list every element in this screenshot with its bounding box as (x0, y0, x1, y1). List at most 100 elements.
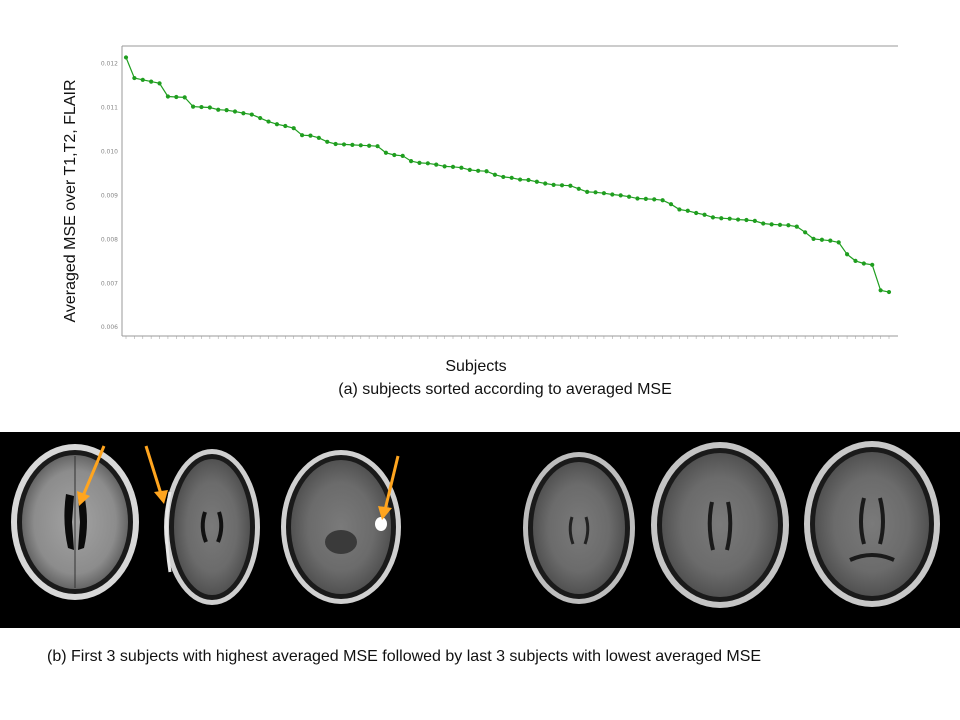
data-point (727, 216, 732, 221)
data-point (761, 221, 766, 226)
data-point (299, 133, 305, 138)
data-point (660, 198, 665, 203)
data-point (853, 258, 858, 263)
data-point (492, 172, 498, 177)
data-point (241, 111, 246, 116)
data-point (878, 288, 883, 293)
data-point (861, 261, 866, 266)
data-point (568, 183, 573, 188)
data-point (844, 252, 850, 257)
y-tick-labels: 0.006 0.007 0.008 0.009 0.010 0.011 0.012 (101, 61, 118, 332)
data-point (224, 108, 229, 113)
data-point (450, 164, 456, 169)
data-point (828, 238, 833, 243)
data-points (123, 55, 892, 295)
data-point (526, 177, 531, 183)
data-point (702, 212, 707, 217)
data-point (467, 167, 472, 173)
data-point (710, 215, 716, 220)
data-point (517, 177, 523, 182)
data-point (501, 174, 506, 180)
data-point (484, 169, 489, 174)
data-point (811, 236, 816, 241)
data-point (794, 224, 799, 229)
data-point (668, 202, 674, 207)
data-point (836, 240, 841, 245)
data-point (626, 194, 632, 199)
mse-chart: 0.006 0.007 0.008 0.009 0.010 0.011 0.012 Subj… (62, 45, 898, 375)
data-point (786, 223, 791, 228)
data-point (777, 222, 783, 227)
y-tick-label: 0.012 (101, 61, 118, 68)
data-point (610, 192, 615, 197)
data-point (367, 143, 372, 148)
data-point (635, 196, 640, 201)
data-point (182, 95, 187, 100)
y-tick-label: 0.006 (101, 324, 118, 331)
data-point (132, 75, 137, 81)
data-point (752, 218, 757, 223)
data-point (618, 193, 623, 198)
data-point (157, 81, 162, 86)
data-point (769, 222, 774, 227)
x-axis-title: Subjects (445, 358, 506, 375)
data-point (559, 183, 565, 188)
data-point (325, 139, 330, 144)
data-point (316, 135, 321, 140)
data-point (417, 160, 422, 165)
data-point (375, 144, 380, 149)
arrow-icon (77, 445, 106, 506)
data-point (543, 181, 548, 186)
data-point (149, 79, 154, 84)
caption-b: (b) First 3 subjects with highest averag… (47, 648, 762, 665)
data-point (585, 189, 590, 194)
data-point (459, 165, 464, 170)
data-point (652, 197, 657, 202)
data-point (341, 142, 347, 147)
scan-high-3 (281, 450, 401, 604)
data-point (308, 133, 313, 138)
data-point (207, 105, 212, 110)
data-point (685, 208, 690, 213)
scan-low-2 (651, 442, 789, 608)
data-point (408, 159, 414, 164)
y-tick-label: 0.007 (101, 280, 118, 287)
data-point (333, 141, 338, 147)
data-point (258, 115, 263, 121)
data-point (593, 190, 598, 195)
data-point (383, 150, 389, 155)
data-point (400, 153, 405, 158)
data-point (199, 104, 204, 110)
data-point (601, 191, 607, 196)
scan-low-1 (523, 452, 635, 604)
scan-high-1 (11, 444, 139, 600)
data-point (803, 230, 808, 235)
data-point (174, 94, 179, 100)
data-point (358, 143, 363, 148)
data-point (216, 107, 221, 112)
data-point (819, 237, 825, 242)
y-tick-label: 0.010 (101, 148, 118, 155)
data-point (551, 182, 556, 187)
data-point (123, 55, 129, 60)
data-point (442, 164, 447, 169)
data-point (870, 262, 875, 267)
scan-high-2 (164, 449, 260, 605)
series-line (125, 57, 890, 293)
data-point (165, 94, 171, 99)
y-tick-label: 0.011 (101, 105, 118, 112)
data-point (392, 152, 397, 158)
data-point (350, 142, 355, 147)
data-point (719, 216, 724, 221)
arrow-icon (144, 445, 168, 504)
data-point (140, 77, 145, 82)
data-point (425, 161, 430, 166)
scan-low-3 (804, 441, 940, 607)
data-point (266, 119, 271, 124)
data-point (534, 179, 539, 184)
caption-a: (a) subjects sorted according to average… (338, 381, 672, 398)
y-tick-label: 0.009 (101, 192, 118, 199)
data-point (576, 186, 581, 191)
arrow-icon (378, 455, 400, 520)
data-point (190, 104, 196, 109)
